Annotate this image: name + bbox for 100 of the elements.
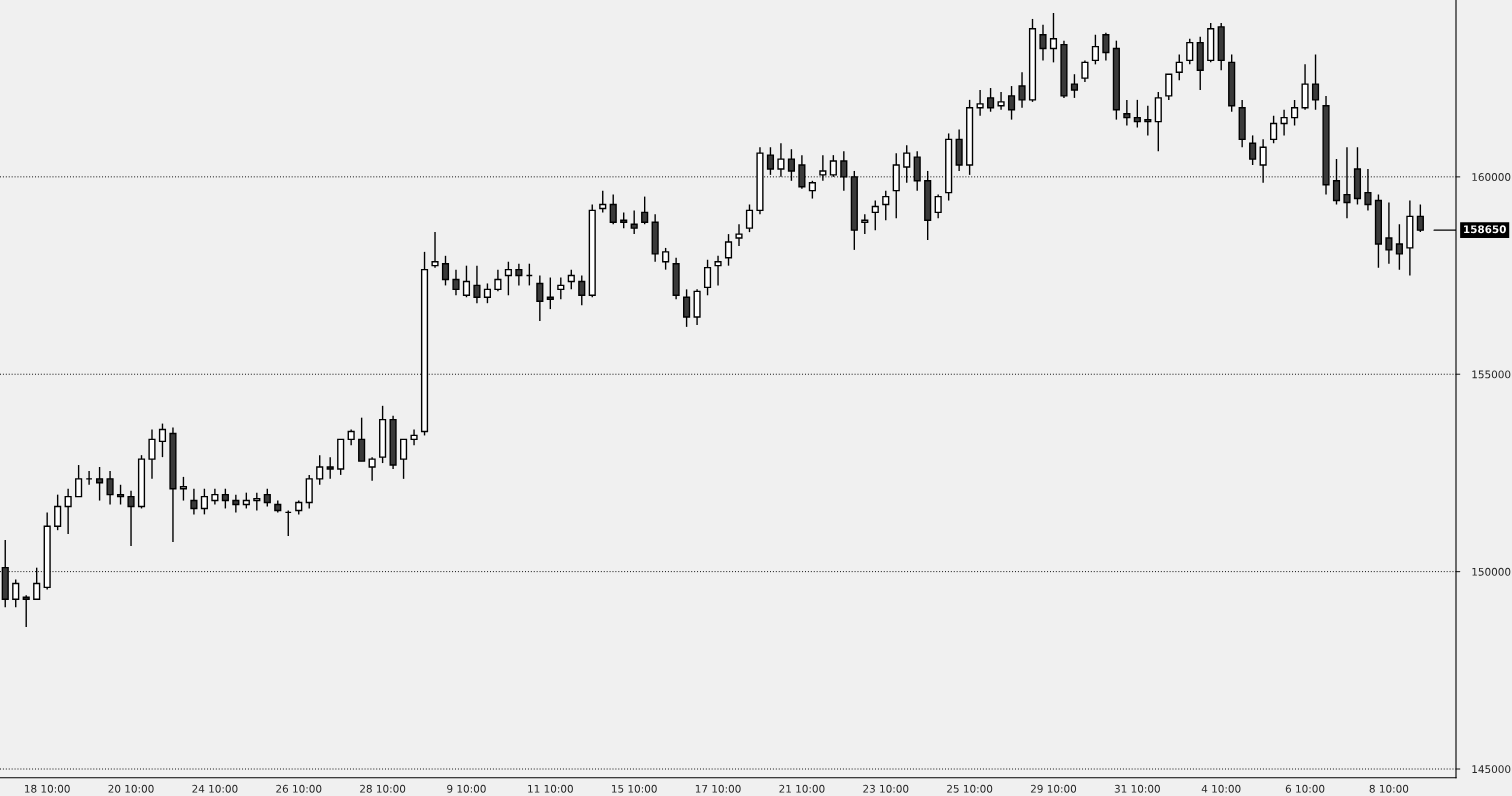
candlestick — [1144, 105, 1152, 137]
x-tick-label: 15 10:00 — [612, 784, 657, 793]
y-tick-label: 150000 — [1472, 567, 1511, 576]
candlestick — [882, 189, 890, 221]
candlestick — [452, 268, 460, 296]
candlestick — [179, 476, 188, 502]
candlestick — [630, 209, 638, 235]
candlestick — [1311, 53, 1320, 111]
candlestick — [494, 268, 502, 293]
candlestick — [1081, 59, 1089, 83]
candlestick — [326, 456, 334, 480]
x-tick-label: 20 10:00 — [108, 784, 154, 793]
x-tick-label: 4 10:00 — [1201, 784, 1241, 793]
candlestick — [410, 428, 418, 446]
candlestick — [599, 189, 607, 214]
candlestick — [735, 223, 743, 247]
candlestick — [1416, 203, 1424, 233]
x-tick-label: 17 10:00 — [695, 784, 741, 793]
candlestick — [399, 438, 408, 480]
candlestick — [997, 91, 1005, 111]
x-tick-label: 8 10:00 — [1369, 784, 1409, 793]
candlestick — [1133, 99, 1141, 129]
candlestick — [766, 146, 775, 176]
candlestick — [724, 233, 733, 267]
candlestick — [578, 274, 586, 306]
candlestick — [22, 594, 30, 628]
candlestick — [116, 484, 125, 506]
x-tick-label: 24 10:00 — [192, 784, 238, 793]
candlestick — [431, 231, 439, 269]
candlestick — [1395, 223, 1403, 271]
candlestick — [641, 195, 649, 225]
candlestick — [703, 259, 712, 296]
candlestick — [253, 491, 261, 512]
candlestick — [483, 282, 492, 304]
candlestick — [232, 493, 240, 514]
candlestick — [75, 464, 83, 498]
candlestick — [1385, 201, 1393, 265]
candlestick — [1091, 34, 1099, 66]
candlestick — [441, 255, 450, 287]
candlestick — [106, 470, 114, 506]
x-tick-label: 25 10:00 — [947, 784, 993, 793]
candlestick — [12, 578, 20, 608]
candlestick — [662, 247, 670, 271]
candlestick — [515, 263, 523, 287]
candlestick — [305, 474, 313, 510]
candlestick — [221, 488, 229, 510]
candlestick — [1249, 134, 1257, 166]
candlestick — [1007, 85, 1016, 121]
candlestick — [96, 466, 104, 502]
candlestick — [1039, 24, 1047, 62]
candlestick — [546, 276, 554, 310]
x-tick-label: 28 10:00 — [360, 784, 406, 793]
x-tick-label: 31 10:00 — [1114, 784, 1160, 793]
candlestick — [683, 288, 691, 328]
candlestick — [609, 193, 617, 225]
candlestick — [127, 490, 135, 547]
candlestick — [1165, 73, 1173, 101]
x-tick-label: 21 10:00 — [779, 784, 825, 793]
candlestick — [934, 193, 942, 220]
ref-line-label: 158650 — [1464, 225, 1506, 234]
x-tick-label: 18 10:00 — [25, 784, 70, 793]
candlestick — [190, 488, 198, 516]
candlestick — [1332, 158, 1341, 206]
candlestick — [1301, 63, 1309, 111]
candlestick — [1154, 91, 1162, 152]
candlestick — [158, 422, 167, 458]
candlestick — [1186, 37, 1194, 66]
candlestick — [745, 203, 754, 233]
candlestick — [54, 493, 62, 531]
candlestick — [557, 276, 565, 300]
x-tick-label: 9 10:00 — [447, 784, 486, 793]
candlestick — [536, 274, 544, 322]
candlestick — [1049, 12, 1058, 64]
y-tick-label: 160000 — [1472, 173, 1511, 181]
candlestick — [462, 264, 471, 298]
candlestick — [861, 213, 869, 235]
candlestick — [368, 456, 376, 482]
candlestick — [358, 416, 366, 462]
candlestick — [871, 199, 879, 231]
y-tick-label: 155000 — [1472, 370, 1511, 379]
candlestick — [1270, 114, 1278, 144]
candlestick — [1123, 99, 1131, 127]
candlestick — [1290, 99, 1299, 127]
candlestick — [504, 261, 512, 296]
candlestick — [1070, 73, 1079, 99]
x-tick-label: 26 10:00 — [276, 784, 322, 793]
x-tick-label: 6 10:00 — [1285, 784, 1325, 793]
candlestick — [473, 264, 481, 304]
candlestick — [148, 428, 156, 480]
candlestick — [1018, 71, 1026, 109]
x-tick-label: 11 10:00 — [528, 784, 573, 793]
candlestick — [787, 148, 795, 182]
candlestick — [1280, 109, 1288, 137]
candlestick — [64, 488, 72, 535]
candlestick — [316, 454, 324, 486]
candlestick — [1102, 32, 1110, 62]
candlestick — [714, 255, 722, 287]
candlestick — [567, 268, 575, 291]
candlestick — [976, 89, 984, 117]
candlestick — [987, 87, 995, 113]
